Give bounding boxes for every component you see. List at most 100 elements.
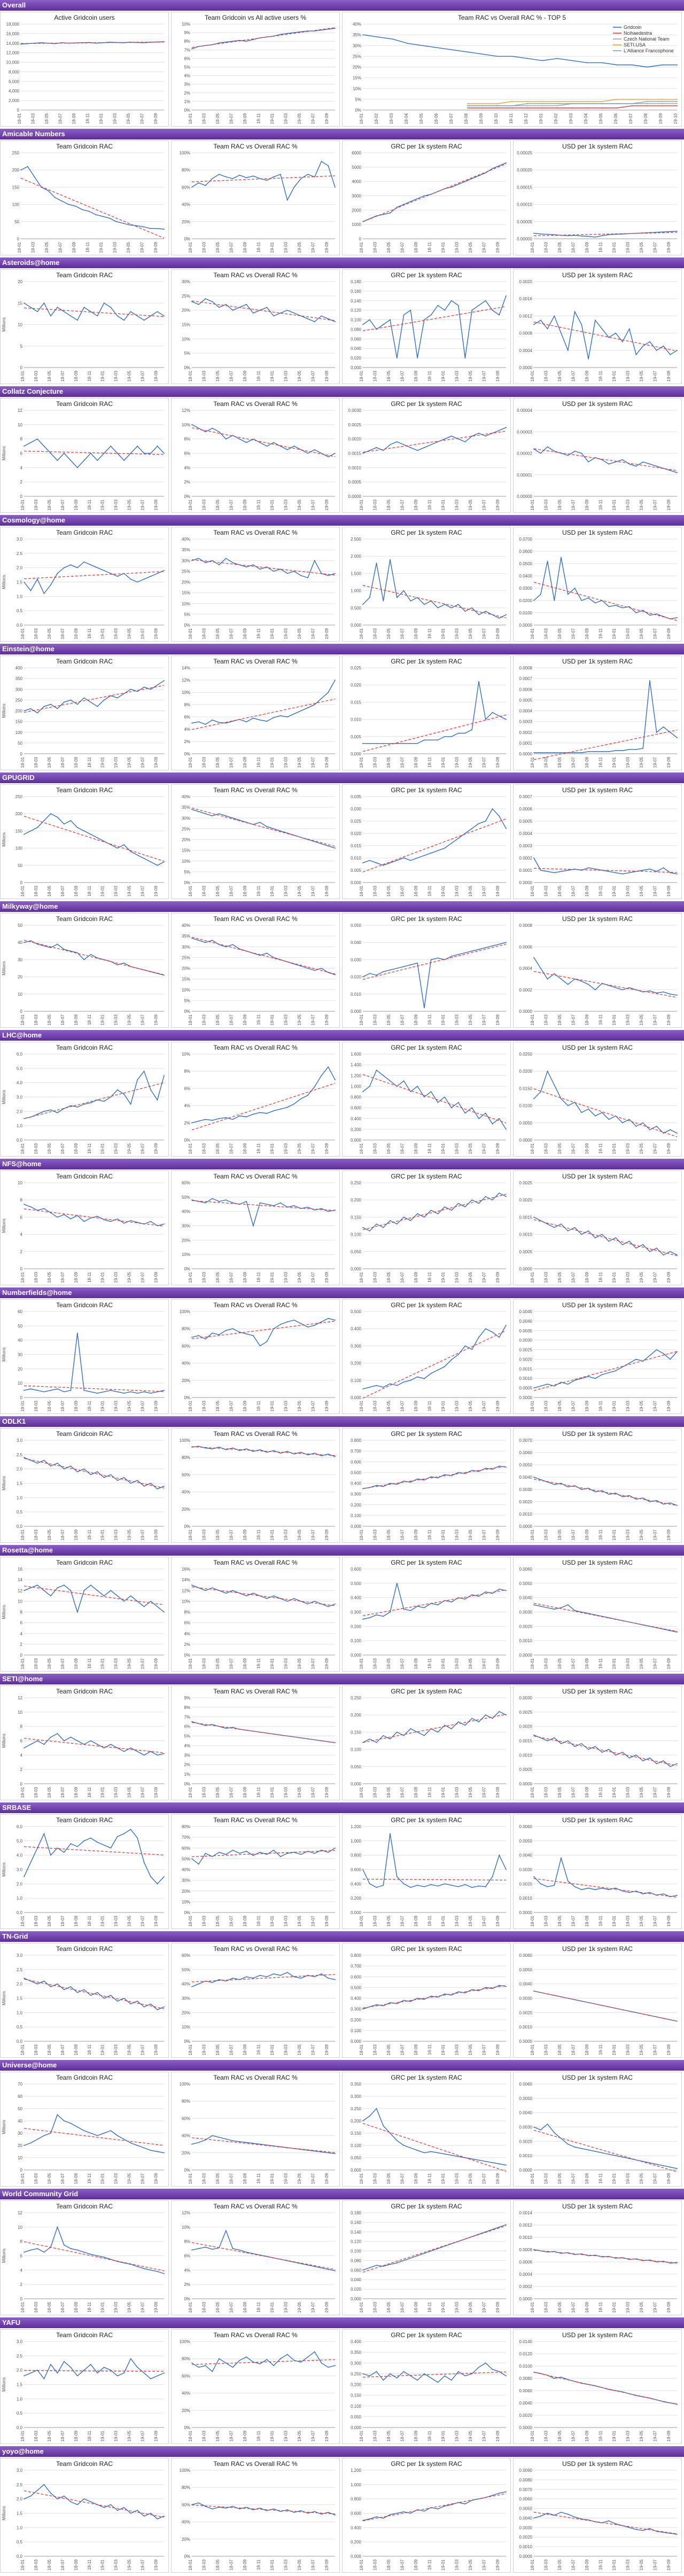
- data-point: [157, 41, 158, 43]
- y-tick-label: 40%: [182, 2520, 190, 2525]
- x-tick-label: 19-03: [455, 1786, 460, 1798]
- data-point: [485, 1112, 486, 1114]
- data-point: [34, 176, 35, 177]
- x-tick-label: 19-07: [141, 1529, 145, 1540]
- data-point: [150, 315, 151, 317]
- y-tick-label: 0.0020: [519, 2010, 533, 2015]
- y-tick-label: 0.800: [351, 1853, 362, 1858]
- data-point: [314, 1853, 315, 1854]
- panel-rac-pct: Team RAC vs Overall RAC % 0% 10% 20% 30% 40% 5…: [171, 1943, 340, 2058]
- x-tick-label: 19-05: [639, 499, 644, 510]
- data-point: [588, 236, 589, 237]
- panel-usd-per-1k-svg: USD per 1k system RAC0.00000.00020.00040…: [519, 915, 678, 1025]
- panel-rac-pct-svg: Team RAC vs Overall RAC %0%2%4%6%8%10%12…: [182, 400, 336, 510]
- data-point: [390, 319, 391, 321]
- data-point: [286, 2509, 288, 2510]
- data-point: [542, 101, 543, 102]
- panel-grc-per-1k: GRC per 1k system RAC 0.000 0.020 0.040 0.06…: [342, 2200, 511, 2315]
- data-point: [76, 1740, 78, 1742]
- y-tick-label: 3.0: [17, 2468, 23, 2473]
- panel-title: Team RAC vs Overall RAC %: [213, 1816, 298, 1824]
- x-tick-label: 18-07: [571, 2044, 576, 2055]
- x-tick-label: 19-07: [141, 1143, 145, 1154]
- y-tick-label: 0.0040: [519, 2111, 533, 2116]
- trend-line: [362, 714, 507, 752]
- panel-rac: Team Gridcoin RAC 0 50 100 150 200 250 300 350 40…: [0, 655, 169, 770]
- data-point: [24, 1390, 25, 1391]
- x-tick-label: 19-01: [270, 1658, 275, 1669]
- y-tick-label: 0.400: [351, 1996, 362, 2001]
- data-point: [205, 2246, 206, 2248]
- data-point: [335, 452, 336, 454]
- x-tick-label: 19-03: [455, 1529, 460, 1540]
- x-tick-label: 18-03: [34, 2559, 38, 2570]
- x-tick-label: 18-05: [47, 1915, 52, 1926]
- y-tick-label: 0.0040: [519, 2516, 533, 2520]
- series-line-0: [191, 680, 336, 725]
- data-point: [164, 2372, 165, 2374]
- y-tick-label: 80%: [182, 2356, 190, 2361]
- data-point: [205, 1119, 206, 1120]
- y-tick-label: 0.0250: [519, 1052, 533, 1057]
- data-point: [24, 581, 25, 583]
- x-tick-label: 18-11: [256, 1271, 261, 1282]
- x-tick-label: 19-05: [639, 2301, 644, 2313]
- x-tick-label: 18-07: [571, 1529, 576, 1540]
- data-point: [423, 1607, 425, 1609]
- x-tick-label: 18-01: [20, 2044, 25, 2055]
- y-tick-label: 1.0: [17, 1896, 23, 1901]
- data-point: [506, 2375, 507, 2377]
- x-tick-label: 19-03: [455, 2301, 460, 2313]
- data-point: [97, 1393, 98, 1394]
- data-point: [410, 2147, 411, 2149]
- panel-title: Team Gridcoin RAC: [56, 2203, 113, 2210]
- x-tick-label: 18-10: [494, 113, 499, 124]
- series-line-0: [191, 1584, 336, 1607]
- data-point: [417, 1885, 418, 1886]
- y-tick-label: 0%: [184, 494, 190, 499]
- y-tick-label: 0.00003: [517, 430, 532, 434]
- y-tick-label: 0.0008: [519, 2247, 533, 2252]
- data-point: [471, 1348, 473, 1350]
- data-point: [403, 857, 405, 858]
- x-tick-label: 18-07: [229, 1271, 234, 1283]
- y-tick-label: 12: [18, 1588, 22, 1593]
- y-tick-label: 0.0007: [519, 676, 533, 681]
- y-tick-label: 80%: [182, 168, 190, 173]
- data-point: [561, 1743, 562, 1744]
- panel-rac-svg: Team Gridcoin RAC0.00.51.01.52.02.53.0Mi…: [2, 2460, 165, 2570]
- panel-title: USD per 1k system RAC: [562, 2203, 633, 2210]
- data-point: [632, 103, 633, 104]
- y-tick-label: 0.000: [351, 1009, 362, 1014]
- y-tick-label: 0.0004: [519, 966, 533, 971]
- x-tick-label: 18-09: [74, 499, 79, 510]
- data-point: [205, 2365, 206, 2366]
- data-point: [219, 1200, 220, 1202]
- x-tick-label: 19-03: [114, 2044, 119, 2055]
- x-tick-label: 19-09: [324, 1658, 329, 1669]
- x-tick-label: 19-03: [114, 2301, 119, 2313]
- panel-title: USD per 1k system RAC: [562, 271, 633, 279]
- data-point: [369, 1086, 370, 1087]
- data-point: [246, 304, 247, 305]
- y-tick-label: 80%: [182, 1455, 190, 1460]
- data-point: [24, 710, 25, 712]
- series-line-0: [533, 2124, 678, 2169]
- x-tick-label: 19-09: [666, 2173, 671, 2184]
- data-point: [423, 604, 425, 605]
- trend-line: [20, 41, 165, 44]
- x-tick-label: 19-05: [127, 2430, 132, 2441]
- data-point: [527, 107, 528, 108]
- y-tick-label: 0.0012: [519, 2223, 533, 2228]
- data-point: [362, 1619, 363, 1620]
- x-tick-label: 18-09: [585, 1014, 589, 1025]
- x-tick-label: 18-11: [256, 1529, 261, 1540]
- data-point: [76, 2249, 78, 2251]
- x-tick-label: 19-07: [311, 499, 316, 510]
- y-tick-label: 0.0025: [519, 1181, 533, 1185]
- y-tick-label: 10%: [182, 423, 190, 427]
- data-point: [307, 318, 308, 319]
- x-tick-label: 19-07: [653, 2559, 658, 2570]
- x-tick-label: 19-05: [297, 1400, 302, 1411]
